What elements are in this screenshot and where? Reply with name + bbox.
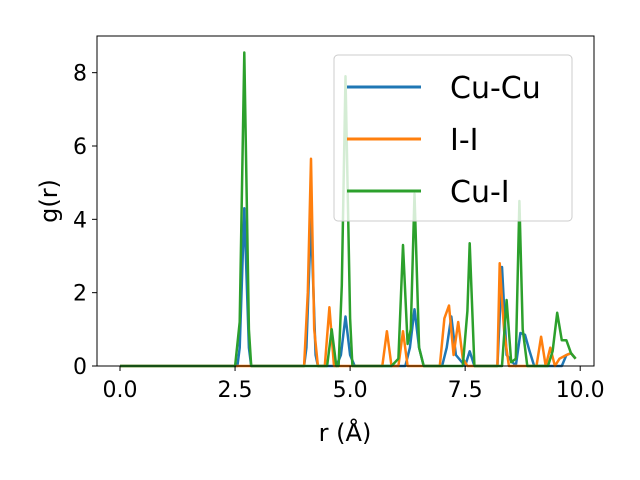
x-tick-label: 2.5 [218,378,253,403]
y-ticks: 0 2 4 6 8 [73,62,97,380]
y-tick-label: 6 [73,135,87,160]
y-tick-label: 2 [73,282,87,307]
x-ticks: 0.0 2.5 5.0 7.5 10.0 [103,366,605,403]
legend-label-i-i: I-I [450,123,479,158]
y-tick-label: 0 [73,355,87,380]
x-tick-label: 7.5 [448,378,483,403]
y-tick-label: 4 [73,208,87,233]
legend: Cu-Cu I-I Cu-I [333,54,573,222]
x-axis-label: r (Å) [319,418,372,447]
x-tick-label: 0.0 [103,378,138,403]
plot-frame [96,35,595,367]
legend-label-cu-cu: Cu-Cu [450,71,541,106]
y-tick-label: 8 [73,62,87,87]
y-axis-label: g(r) [35,179,63,223]
legend-entries: Cu-Cu I-I Cu-I [347,71,541,210]
legend-box [333,54,573,222]
legend-label-cu-i: Cu-I [450,175,510,210]
x-tick-label: 10.0 [556,378,605,403]
x-tick-label: 5.0 [333,378,368,403]
